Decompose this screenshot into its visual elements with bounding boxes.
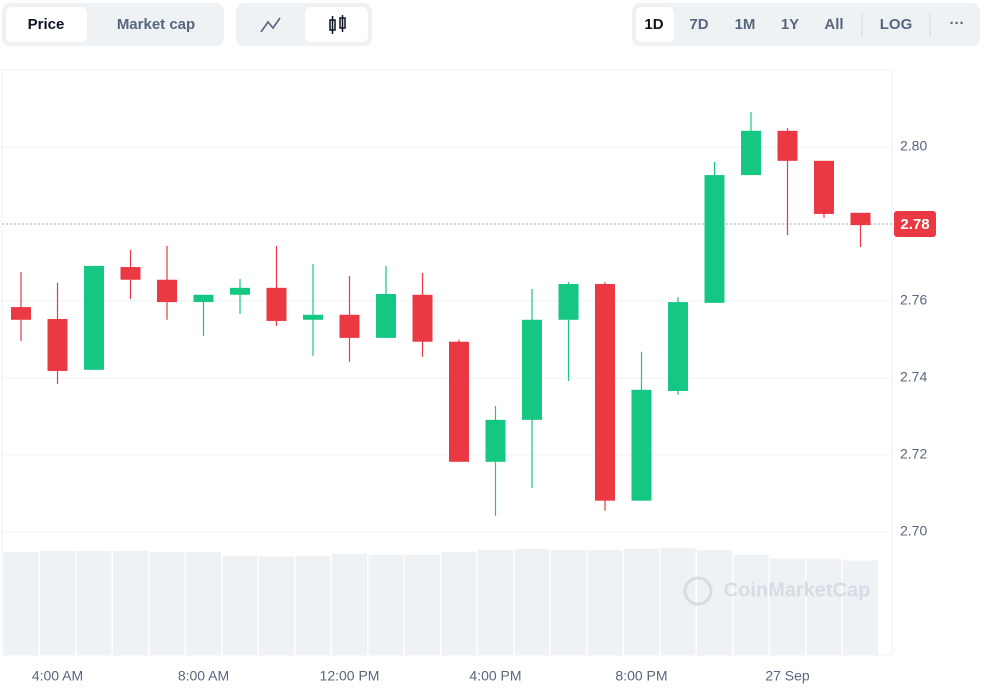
range-button[interactable]: 1D [644,16,663,33]
volume-bar [441,551,477,655]
y-tick-label: 2.74 [900,369,927,385]
market-cap-label[interactable]: Market cap [117,16,195,33]
candle-body [777,130,798,161]
volume-bar [733,554,769,655]
volume-bar [332,553,367,655]
candle-body [230,287,250,295]
candle-body [814,160,834,214]
y-tick-label: 2.80 [900,138,927,154]
x-tick-label: 4:00 PM [469,668,521,684]
volume-bar [40,550,75,655]
range-button[interactable]: 1Y [781,16,799,33]
y-tick-label: 2.76 [900,292,927,308]
volume-bar [405,554,440,655]
line-icon[interactable] [260,17,281,33]
volume-bar [514,548,550,655]
range-selected[interactable] [636,7,674,42]
candle-body [522,319,542,420]
candle-body [47,319,68,371]
more-button[interactable]: ··· [950,15,965,32]
volume-bar [186,551,221,655]
candle-button[interactable] [305,7,368,42]
plot [2,111,892,655]
range-button[interactable]: 7D [689,16,708,33]
candle-body [412,294,433,342]
current-price-label: 2.78 [900,216,929,233]
volume-bar [259,556,294,655]
candle-body [157,279,177,303]
volume-bar [587,549,623,655]
volume-bar [3,551,39,655]
candle-body [84,265,104,370]
range-toggle [632,3,980,46]
x-tick-label: 27 Sep [765,668,810,684]
candle-body [266,287,287,321]
candle-body [193,294,214,303]
volume-bar [368,554,404,655]
candle-body [11,307,31,320]
x-tick-label: 4:00 AM [32,668,83,684]
current-price-tag [894,210,936,237]
candle-body [303,314,323,320]
candle-icon[interactable] [329,15,346,34]
candle-body [485,419,506,462]
watermark-logo [683,576,713,606]
volume-bar [113,550,148,655]
volume-bar [843,560,878,655]
candle-body [704,175,725,303]
candle-body [339,314,360,338]
price-label[interactable]: Price [28,16,65,33]
log-button[interactable]: LOG [880,16,913,33]
candle-body [449,341,469,462]
candle-body [376,293,396,338]
range-button[interactable]: All [824,16,843,33]
x-tick-label: 8:00 PM [615,668,667,684]
candle-body [558,283,579,320]
candle-body [631,389,652,501]
x-tick-label: 8:00 AM [178,668,229,684]
y-tick-label: 2.70 [900,523,927,539]
watermark: CoinMarketCap [724,579,871,601]
volume-bar [770,558,805,655]
candle-body [741,130,761,176]
volume-bar [76,550,112,655]
volume-bar [551,549,586,655]
candle-body [668,302,688,391]
x-tick-label: 12:00 PM [320,668,380,684]
volume-bar [624,548,659,655]
volume-bar [478,549,513,655]
volume-bar [295,555,331,655]
volume-bar [222,555,258,655]
volume-bar [806,558,842,655]
price-button[interactable] [6,7,87,42]
candle-body [595,283,615,501]
y-tick-label: 2.72 [900,446,927,462]
range-button[interactable]: 1M [735,16,756,33]
candle-body [850,212,871,226]
candle-body [120,267,141,280]
volume-bar [149,551,185,655]
